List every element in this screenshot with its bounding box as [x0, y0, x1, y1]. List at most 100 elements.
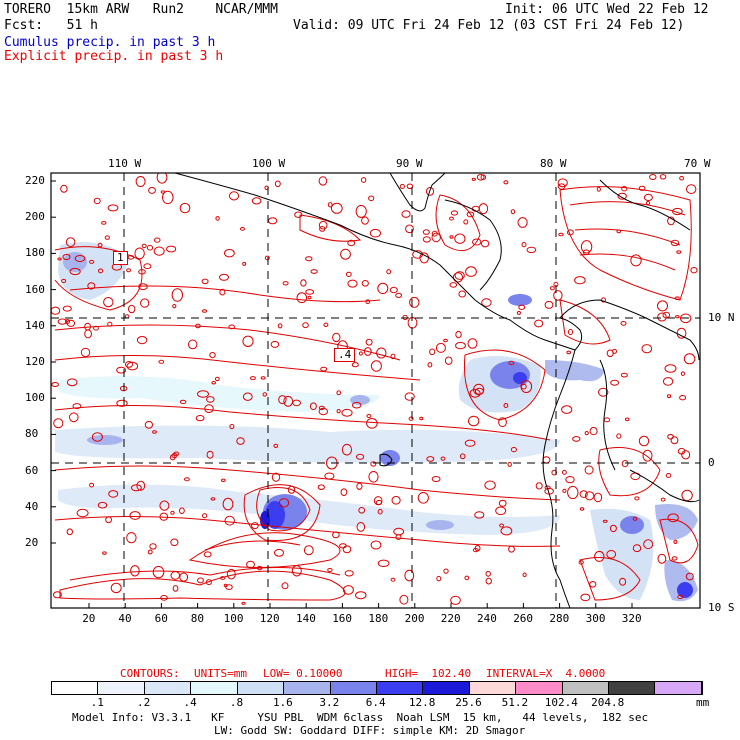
contour-cell [405, 224, 414, 234]
contour-cell [517, 217, 528, 228]
contour-cell [76, 508, 89, 518]
contour-cell [522, 572, 527, 578]
contour-cell [153, 246, 165, 256]
contour-cell [240, 227, 245, 231]
contour-cell [158, 359, 165, 364]
contour-cell [510, 447, 518, 453]
contour-cell [386, 269, 392, 275]
cumulus-precip-cores [63, 252, 693, 598]
contour-cell [342, 585, 354, 595]
contour-cell [97, 501, 108, 509]
contour-cell [450, 210, 458, 216]
contour-cell [406, 183, 414, 190]
contour-cell [683, 353, 696, 365]
contour-cell [361, 216, 369, 225]
contour-cell [422, 229, 430, 235]
contour-cell [320, 366, 328, 372]
contour-cell [340, 488, 348, 497]
contour-cell [307, 295, 312, 300]
contour-cell [401, 210, 411, 218]
contour-cell [291, 565, 302, 577]
longitude-label: 70 W [684, 157, 711, 170]
contour-cell [347, 239, 356, 247]
longitude-label: 100 W [252, 157, 286, 170]
contour-cell [152, 430, 157, 434]
y-tick-label: 20 [25, 536, 39, 549]
colorbar-swatch [237, 682, 285, 694]
contour-cell [565, 476, 575, 484]
contour-cell [256, 565, 263, 571]
contour-cell [566, 350, 572, 355]
contour-cell [466, 211, 475, 218]
contour-cell [179, 202, 191, 214]
y-tick-label: 160 [25, 282, 45, 296]
contour-cell [621, 186, 628, 192]
contour-cell [146, 244, 154, 251]
contour-cell [197, 390, 209, 398]
contour-cell [649, 174, 657, 180]
contour-cell [672, 207, 683, 216]
contour-cell [87, 282, 96, 290]
colorbar-swatch [98, 682, 145, 694]
contour-cell [205, 579, 212, 586]
contour-cell [567, 328, 574, 336]
contour-cell [503, 403, 509, 408]
contour-cell [130, 565, 140, 577]
contour-cell [390, 577, 396, 582]
longitude-label: 110 W [108, 157, 142, 170]
contour-cell [360, 177, 367, 183]
contour-cell [464, 439, 476, 447]
longitude-label: 90 W [396, 157, 423, 170]
contour-cell [395, 292, 403, 298]
contour-cell [377, 559, 390, 567]
colorbar-label: 3.2 [319, 696, 340, 709]
contour-cell [318, 176, 328, 186]
contour-cell [135, 176, 146, 187]
contour-cell [425, 187, 435, 196]
contour-cell [659, 174, 667, 180]
contour-cell [277, 323, 283, 329]
model-info: Model Info: V3.3.1 KF YSU PBL WDM 6class… [72, 711, 649, 724]
contour-cell [670, 239, 680, 247]
contour-cell [302, 322, 309, 329]
contour-cells [51, 173, 698, 605]
contour-cell [153, 237, 161, 243]
contour-cell [681, 450, 691, 460]
contour-cell [159, 500, 170, 511]
contour-cell [657, 312, 667, 322]
contours-title: CONTOURS: [120, 667, 180, 680]
contour-cell [211, 381, 216, 385]
contour-cell [352, 401, 362, 409]
contour-cell [580, 240, 593, 254]
contour-cell [84, 322, 91, 331]
contour-cell [102, 551, 107, 555]
contour-cell [317, 484, 325, 491]
contour-cell [204, 404, 214, 414]
contour-cell [526, 246, 537, 254]
contour-cell [330, 202, 343, 214]
contour-cell [620, 372, 628, 378]
contour-cell [469, 388, 481, 398]
contour-cell [557, 178, 568, 188]
colorbar-swatch [562, 682, 610, 694]
contour-cell [52, 591, 62, 599]
contour-cell [589, 426, 598, 436]
contour-cell [93, 325, 99, 331]
contour-cell [681, 489, 693, 502]
contour-cell [74, 255, 86, 262]
contour-cell [294, 211, 303, 218]
contour-cell [136, 480, 146, 491]
contour-cell [366, 414, 372, 418]
contour-cell [116, 366, 127, 374]
contour-cell [209, 352, 216, 359]
contour-cell [495, 506, 507, 516]
contour-cell [671, 556, 678, 561]
contour-cell [572, 436, 581, 442]
contour-cell [242, 392, 253, 401]
contour-cell [634, 496, 640, 501]
contour-cell [305, 256, 313, 262]
contour-cell [251, 197, 262, 205]
contour-cell [179, 399, 187, 405]
contour-cell [197, 577, 204, 584]
x-tick-label: 200 [404, 612, 425, 625]
